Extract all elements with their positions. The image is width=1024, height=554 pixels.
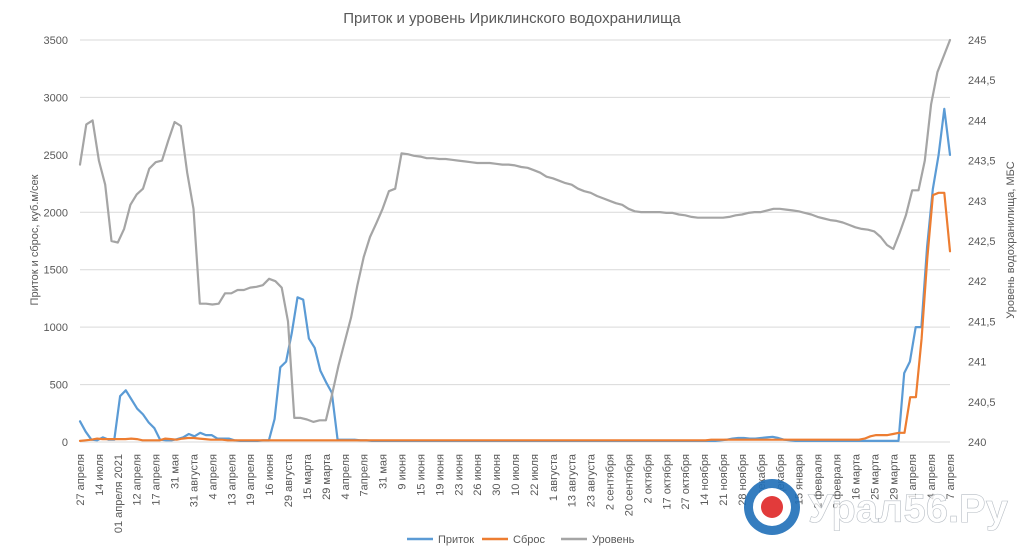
- x-tick-label: 16 июня: [264, 454, 276, 496]
- y-axis-label-right: Уровень водохранилища, МБС: [1005, 161, 1017, 318]
- right-tick-label: 242: [968, 276, 986, 288]
- x-tick-label: 1 апреля: [907, 454, 919, 500]
- x-tick-label: 25 марта: [869, 453, 881, 500]
- x-tick-label: 15 июня: [415, 454, 427, 496]
- x-tick-label: 10 июля: [510, 454, 522, 496]
- right-tick-label: 242,5: [968, 236, 996, 248]
- x-tick-label: 29 августа: [283, 453, 295, 507]
- x-tick-label: 14 ноября: [699, 454, 711, 506]
- x-tick-label: 29 марта: [321, 453, 333, 500]
- left-tick-label: 1500: [44, 265, 68, 277]
- x-tick-label: 2 октября: [642, 454, 654, 504]
- x-tick-label: 23 июня: [453, 454, 465, 496]
- chart-title: Приток и уровень Ириклинского водохранил…: [343, 10, 681, 27]
- left-tick-label: 3500: [44, 35, 68, 47]
- x-tick-label: 14 июля: [94, 454, 106, 496]
- x-tick-label: 1 августа: [548, 453, 560, 501]
- right-tick-label: 240: [968, 437, 986, 449]
- y-axis-label-left: Приток и сброс, куб.м/сек: [29, 174, 41, 305]
- x-tick-label: 2 февраля: [813, 454, 825, 509]
- gridlines: [80, 39, 950, 443]
- x-tick-label: 7 апреля: [945, 454, 957, 500]
- legend-label: Сброс: [513, 534, 545, 546]
- right-tick-label: 243,5: [968, 156, 996, 168]
- x-tick-label: 16 марта: [850, 453, 862, 500]
- x-axis-ticks: 27 апреля 14 июля 01 апреля 2021 12 апреля 1…: [75, 453, 957, 533]
- series-layer: [78, 38, 952, 442]
- x-tick-label: 27 апреля: [75, 454, 87, 506]
- x-tick-label: 26 июня: [472, 454, 484, 496]
- legend-label: Приток: [438, 534, 474, 546]
- x-tick-label: 19 апреля: [245, 454, 257, 506]
- x-tick-label: 12 апреля: [132, 454, 144, 506]
- x-tick-label: 19 июня: [434, 454, 446, 496]
- legend-label: Уровень: [592, 534, 635, 546]
- x-tick-label: 17 апреля: [151, 454, 163, 506]
- x-tick-label: 9 февраля: [832, 454, 844, 509]
- left-tick-label: 500: [50, 380, 68, 392]
- x-tick-label: 13 августа: [567, 453, 579, 507]
- x-tick-label: 7апреля: [359, 454, 371, 496]
- x-tick-label: 31 мая: [170, 454, 182, 489]
- x-tick-label: 22 июля: [529, 454, 541, 496]
- x-tick-label: 13 апреля: [226, 454, 238, 506]
- x-tick-label: 2 сентября: [605, 454, 617, 510]
- right-axis-ticks: 240 240,5 241 241,5 242 242,5 243 243,5 244 244,5…: [968, 35, 996, 449]
- x-tick-label: 21 ноября: [718, 454, 730, 506]
- right-tick-label: 244,5: [968, 75, 996, 87]
- x-tick-label: 29 марта: [888, 453, 900, 500]
- right-tick-label: 241: [968, 357, 986, 369]
- x-tick-label: 4 апреля: [926, 454, 938, 500]
- ural56-logo-icon: [744, 479, 800, 535]
- x-tick-label: 28 ноября: [737, 454, 749, 506]
- watermark: Урал56.Ру: [744, 479, 1009, 535]
- legend: Приток Сброс Уровень: [407, 534, 635, 546]
- x-tick-label: 20 сентября: [624, 454, 636, 516]
- x-tick-label: 23 августа: [586, 453, 598, 507]
- right-tick-label: 243: [968, 196, 986, 208]
- left-tick-label: 0: [62, 437, 68, 449]
- left-axis-ticks: 0 500 1000 1500 2000 2500 3000 3500: [44, 35, 68, 449]
- x-tick-label: 27 октября: [680, 454, 692, 510]
- watermark-text: Урал56.Ру: [808, 487, 1009, 531]
- right-tick-label: 245: [968, 35, 986, 47]
- series-line-2: [78, 191, 952, 442]
- right-tick-label: 244: [968, 115, 986, 127]
- left-tick-label: 1000: [44, 322, 68, 334]
- series-line-3: [78, 38, 952, 423]
- right-tick-label: 241,5: [968, 316, 996, 328]
- x-tick-label: 15 марта: [302, 453, 314, 500]
- x-tick-label: 15 января: [794, 454, 806, 505]
- x-tick-label: 01 апреля 2021: [113, 454, 125, 533]
- left-tick-label: 2000: [44, 207, 68, 219]
- x-tick-label: 31 августа: [189, 453, 201, 507]
- x-tick-label: 4 апреля: [207, 454, 219, 500]
- series-line-1: [78, 107, 952, 442]
- x-tick-label: 30 июня: [491, 454, 503, 496]
- right-tick-label: 240,5: [968, 397, 996, 409]
- x-tick-label: 31 мая: [378, 454, 390, 489]
- x-tick-label: 9 июня: [397, 454, 409, 490]
- x-tick-label: 17 октября: [661, 454, 673, 510]
- left-tick-label: 2500: [44, 150, 68, 162]
- left-tick-label: 3000: [44, 92, 68, 104]
- x-tick-label: 4 апреля: [340, 454, 352, 500]
